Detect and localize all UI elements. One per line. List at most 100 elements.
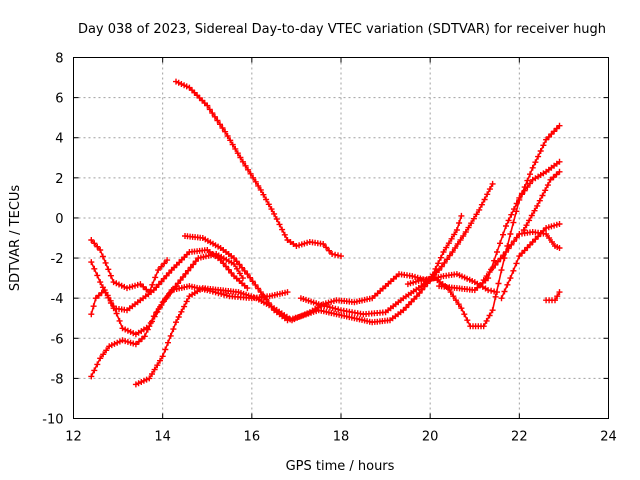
data-point bbox=[455, 301, 462, 308]
data-point bbox=[204, 102, 211, 109]
data-point bbox=[252, 178, 259, 185]
data-point bbox=[445, 240, 452, 247]
y-tick-label: 8 bbox=[55, 52, 63, 67]
data-point bbox=[124, 338, 131, 345]
data-point bbox=[505, 217, 512, 224]
chart-title: Day 038 of 2023, Sidereal Day-to-day VTE… bbox=[78, 22, 606, 37]
data-point bbox=[526, 217, 533, 224]
data-point bbox=[182, 270, 189, 277]
data-point bbox=[320, 241, 327, 247]
data-point bbox=[534, 202, 541, 209]
data-point bbox=[462, 229, 469, 235]
data-point bbox=[107, 297, 114, 304]
data-point bbox=[556, 158, 563, 165]
data-point bbox=[155, 267, 162, 274]
data-point bbox=[227, 137, 234, 144]
data-point bbox=[229, 141, 236, 148]
data-point bbox=[97, 279, 104, 286]
data-point bbox=[147, 319, 154, 326]
data-point bbox=[494, 249, 500, 255]
data-point bbox=[556, 245, 563, 251]
data-point bbox=[223, 263, 229, 270]
data-point bbox=[99, 253, 106, 260]
data-point bbox=[513, 234, 520, 241]
data-point bbox=[175, 314, 182, 320]
data-point bbox=[413, 293, 420, 300]
data-point bbox=[114, 339, 121, 346]
data-point bbox=[524, 184, 531, 191]
data-point bbox=[236, 270, 243, 277]
data-point bbox=[447, 289, 454, 296]
data-point bbox=[500, 231, 506, 238]
data-point bbox=[323, 244, 330, 251]
data-point bbox=[185, 267, 192, 274]
data-point bbox=[257, 186, 264, 193]
data-point bbox=[448, 235, 455, 242]
data-point bbox=[214, 117, 221, 124]
data-point bbox=[483, 273, 490, 280]
data-point bbox=[542, 187, 549, 194]
series-line bbox=[175, 80, 342, 257]
data-point bbox=[158, 302, 165, 308]
data-point bbox=[170, 326, 177, 333]
data-point bbox=[543, 231, 550, 237]
data-point bbox=[178, 81, 185, 87]
data-point bbox=[244, 271, 251, 278]
series-line bbox=[90, 239, 168, 294]
data-point bbox=[446, 252, 453, 259]
data-point bbox=[438, 263, 445, 270]
data-point bbox=[211, 113, 218, 120]
series-line bbox=[407, 125, 561, 327]
data-point bbox=[556, 221, 563, 227]
data-point bbox=[124, 327, 131, 334]
data-point bbox=[232, 145, 239, 152]
data-point bbox=[90, 303, 97, 310]
data-point bbox=[516, 194, 523, 201]
data-point bbox=[105, 266, 112, 273]
data-point bbox=[554, 293, 561, 300]
data-point bbox=[263, 196, 270, 203]
data-point bbox=[435, 260, 442, 267]
x-tick-label: 14 bbox=[154, 430, 171, 445]
series-track-2 bbox=[88, 237, 171, 296]
data-point bbox=[504, 281, 511, 288]
data-point bbox=[100, 351, 107, 358]
data-point bbox=[491, 257, 498, 264]
data-point bbox=[157, 357, 163, 364]
data-point bbox=[104, 292, 111, 299]
data-point bbox=[116, 317, 123, 324]
series-track-10 bbox=[436, 158, 563, 294]
data-point bbox=[505, 245, 512, 252]
data-point bbox=[556, 289, 563, 296]
data-point bbox=[335, 252, 341, 259]
data-point bbox=[206, 106, 213, 113]
data-point bbox=[484, 191, 491, 198]
data-point bbox=[419, 286, 426, 293]
x-tick-label: 24 bbox=[600, 430, 617, 445]
data-point bbox=[162, 346, 169, 353]
data-point bbox=[483, 317, 490, 324]
data-point bbox=[110, 279, 117, 286]
data-point bbox=[480, 277, 487, 284]
data-point bbox=[460, 233, 467, 239]
data-point bbox=[154, 362, 161, 369]
data-point bbox=[164, 257, 171, 264]
data-point bbox=[268, 206, 275, 213]
data-point bbox=[257, 289, 264, 296]
data-point bbox=[453, 227, 460, 233]
data-point bbox=[141, 333, 148, 340]
data-point bbox=[165, 339, 171, 346]
data-point bbox=[535, 153, 542, 160]
data-point bbox=[481, 196, 488, 203]
data-point bbox=[97, 355, 104, 362]
data-point bbox=[209, 110, 216, 117]
data-point bbox=[520, 227, 527, 233]
data-point bbox=[432, 265, 439, 272]
data-point bbox=[88, 259, 95, 266]
data-point bbox=[239, 264, 245, 271]
data-point bbox=[507, 231, 514, 237]
data-point bbox=[102, 259, 109, 266]
data-point bbox=[478, 201, 485, 208]
data-point bbox=[329, 304, 336, 311]
